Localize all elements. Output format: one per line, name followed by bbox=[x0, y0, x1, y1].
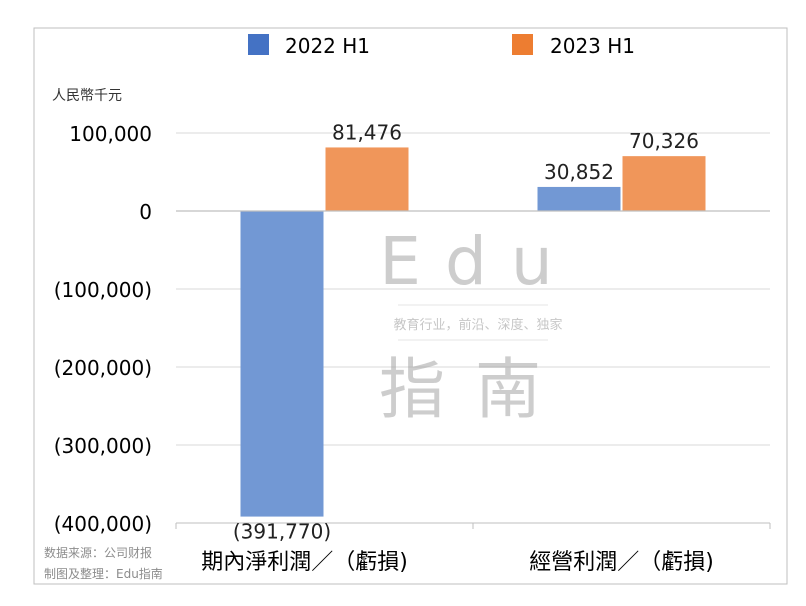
y-tick-label-0: 100,000 bbox=[69, 122, 152, 146]
legend-label-2023-h1: 2023 H1 bbox=[550, 34, 635, 58]
watermark-tagline: 教育行业，前沿、深度、独家 bbox=[393, 317, 562, 333]
footer-credit: 制图及整理：Edu指南 bbox=[44, 566, 163, 581]
footer-source: 数据来源：公司财报 bbox=[44, 545, 152, 560]
y-tick-label-5: (400,000) bbox=[54, 512, 152, 536]
bars bbox=[240, 147, 706, 517]
bar-2023-h1-1 bbox=[622, 156, 706, 211]
legend-label-2022-h1: 2022 H1 bbox=[285, 34, 370, 58]
unit-label: 人民幣千元 bbox=[52, 88, 122, 104]
data-label-2022-h1-0: (391,770) bbox=[233, 520, 331, 544]
watermark-latin: Edu bbox=[379, 223, 576, 300]
data-label-2023-h1-1: 70,326 bbox=[629, 129, 699, 153]
y-tick-label-4: (300,000) bbox=[54, 434, 152, 458]
bar-2023-h1-0 bbox=[325, 147, 409, 211]
x-category-label-1: 經營利潤／（虧損) bbox=[529, 550, 714, 575]
y-tick-label-2: (100,000) bbox=[54, 278, 152, 302]
data-labels: (391,770) 81,476 30,852 70,326 bbox=[233, 120, 699, 543]
legend: 2022 H1 2023 H1 bbox=[248, 34, 635, 58]
data-label-2023-h1-0: 81,476 bbox=[332, 120, 402, 144]
legend-swatch-2023-h1 bbox=[512, 34, 533, 55]
y-axis-tick-labels: 100,000 0 (100,000) (200,000) (300,000) (400,… bbox=[54, 122, 152, 536]
chart-frame bbox=[33, 27, 788, 585]
y-tick-label-3: (200,000) bbox=[54, 356, 152, 380]
zero-axis bbox=[175, 210, 771, 529]
watermark-cjk: 指南 bbox=[379, 351, 571, 428]
data-label-2022-h1-1: 30,852 bbox=[544, 160, 614, 184]
bar-2022-h1-1 bbox=[537, 186, 621, 211]
x-category-label-0: 期內淨利潤／（虧損) bbox=[201, 550, 408, 575]
x-axis-category-labels: 期內淨利潤／（虧損) 經營利潤／（虧損) bbox=[201, 550, 714, 575]
watermark: Edu 教育行业，前沿、深度、独家 指南 bbox=[379, 223, 576, 428]
bar-2022-h1-0 bbox=[240, 211, 324, 517]
legend-swatch-2022-h1 bbox=[248, 34, 269, 55]
y-tick-label-1: 0 bbox=[139, 200, 152, 224]
